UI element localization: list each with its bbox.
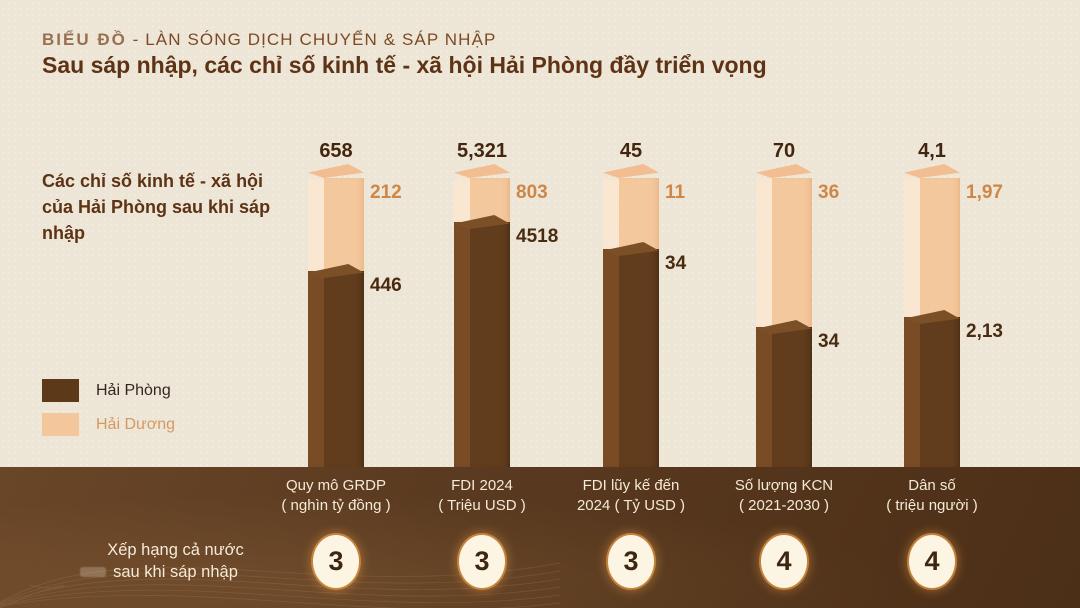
bar-segment-hai-duong	[904, 178, 960, 317]
category-label: FDI lũy kế đến 2024 ( Tỷ USD )	[546, 476, 716, 516]
bar-top-cap-hai-duong	[756, 164, 812, 178]
leader-dots-hai-phong	[966, 309, 1004, 312]
rank-caption: Xếp hạng cả nước sau khi sáp nhập	[88, 539, 263, 583]
rank-circle: 3	[608, 535, 654, 588]
leader-dots-hai-duong	[516, 171, 554, 174]
category-label-line1: Quy mô GRDP	[285, 477, 387, 494]
bar-segment-hai-phong	[308, 271, 364, 467]
bottom-band: Xếp hạng cả nước sau khi sáp nhập Quy mô…	[0, 467, 1080, 608]
segment-value-hai-phong: 34	[665, 253, 687, 274]
total-value-label: 5,321	[456, 140, 508, 162]
leader-dots-hai-phong	[370, 263, 408, 266]
legend-swatch-hai-phong	[42, 379, 79, 402]
segment-value-hai-duong: 803	[516, 182, 548, 203]
bar-segment-hai-phong	[756, 327, 812, 467]
category-label-line2: 2024 ( Tỷ USD )	[576, 497, 686, 514]
category-label-line1: Dân số	[908, 477, 956, 494]
segment-value-hai-phong: 2,13	[966, 321, 1003, 342]
bar-top-cap-hai-duong	[454, 164, 510, 178]
small-watermark	[80, 567, 106, 577]
bar-segment-hai-duong	[308, 178, 364, 271]
bar-top-cap-hai-duong	[603, 164, 659, 178]
bar-segment-hai-phong	[904, 317, 960, 467]
leader-dots-hai-duong	[966, 171, 1004, 174]
legend: Hải Phòng Hải Dương	[42, 378, 175, 446]
bar-segment-hai-duong	[756, 178, 812, 327]
leader-dots-hai-phong	[665, 241, 703, 244]
category-label-line1: Số lượng KCN	[734, 477, 834, 494]
segment-value-hai-duong: 11	[665, 182, 686, 203]
category-label: Quy mô GRDP ( nghìn tỷ đồng )	[251, 476, 421, 516]
legend-label: Hải Dương	[96, 415, 176, 433]
rank-caption-line1: Xếp hạng cả nước	[107, 541, 244, 559]
leader-dots-hai-phong	[516, 214, 554, 217]
category-label-line2: ( Triệu USD )	[438, 497, 526, 514]
series-label-text: - LÀN SÓNG DỊCH CHUYỂN & SÁP NHẬP	[126, 30, 497, 49]
category-label-line2: ( nghìn tỷ đồng )	[281, 497, 391, 514]
segment-value-hai-duong: 36	[818, 182, 840, 203]
leader-dots-hai-phong	[818, 319, 856, 322]
rank-circle: 3	[313, 535, 359, 588]
total-value-label: 70	[772, 140, 796, 162]
chart-description: Các chỉ số kinh tế - xã hội của Hải Phòn…	[42, 171, 271, 243]
segment-value-hai-duong: 1,97	[966, 182, 1003, 203]
legend-swatch-hai-duong	[42, 413, 79, 436]
total-value-label: 45	[619, 140, 643, 162]
bar-segment-hai-duong	[603, 178, 659, 249]
page-title: Sau sáp nhập, các chỉ số kinh tế - xã hộ…	[42, 52, 767, 78]
segment-value-hai-phong: 446	[370, 275, 402, 296]
rank-caption-line2: sau khi sáp nhập	[113, 563, 238, 581]
bar-segment-hai-phong	[454, 222, 510, 467]
category-label: Dân số ( triệu người )	[847, 476, 1017, 516]
leader-dots-hai-duong	[370, 171, 408, 174]
category-label: FDI 2024 ( Triệu USD )	[397, 476, 567, 516]
segment-value-hai-phong: 4518	[516, 226, 559, 247]
rank-circle: 4	[909, 535, 955, 588]
segment-value-hai-phong: 34	[818, 331, 840, 352]
bar-segment-hai-phong	[603, 249, 659, 467]
category-label-line1: FDI 2024	[451, 477, 513, 494]
rank-circle: 3	[459, 535, 505, 588]
legend-item-hai-phong: Hải Phòng	[42, 378, 175, 403]
bar-top-cap-hai-duong	[308, 164, 364, 178]
bar-top-cap-hai-duong	[904, 164, 960, 178]
legend-item-hai-duong: Hải Dương	[42, 412, 175, 437]
series-logo-text: BIỂU ĐỒ	[42, 30, 127, 49]
legend-label: Hải Phòng	[96, 381, 171, 399]
leader-dots-hai-duong	[665, 171, 703, 174]
bar-chart-area: 658 212 446 5,321 803 4518 45 11 34 70 36 34 4,1 1,97…	[308, 140, 1004, 467]
segment-value-hai-duong: 212	[370, 182, 402, 203]
category-label: Số lượng KCN ( 2021-2030 )	[699, 476, 869, 516]
category-label-line2: ( triệu người )	[886, 497, 978, 514]
rank-circle: 4	[761, 535, 807, 588]
total-value-label: 658	[319, 140, 353, 162]
leader-dots-hai-duong	[818, 171, 856, 174]
category-label-line1: FDI lũy kế đến	[582, 477, 680, 494]
category-label-line2: ( 2021-2030 )	[738, 497, 830, 514]
series-label: BIỂU ĐỒ - LÀN SÓNG DỊCH CHUYỂN & SÁP NHẬ…	[42, 30, 496, 50]
bar-segment-hai-duong	[454, 178, 510, 222]
total-value-label: 4,1	[918, 140, 946, 162]
